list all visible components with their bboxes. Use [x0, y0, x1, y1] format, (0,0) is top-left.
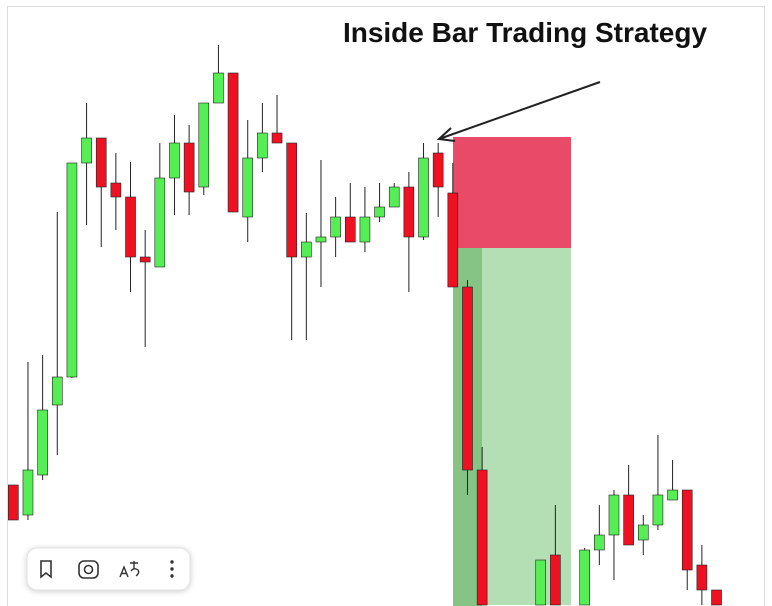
- candle-body: [227, 72, 239, 213]
- candle-body: [388, 186, 400, 208]
- candle-body: [359, 216, 371, 243]
- arrow: [436, 81, 601, 142]
- frame: [7, 6, 765, 606]
- candle-body: [66, 162, 78, 378]
- candle-body: [154, 177, 166, 268]
- candle-body: [81, 137, 92, 164]
- candle-body: [579, 549, 590, 606]
- candle-body: [51, 376, 63, 406]
- candles: [8, 45, 722, 606]
- candle-body: [637, 524, 649, 541]
- candle-body: [183, 142, 195, 193]
- candle-body: [8, 484, 19, 521]
- candle-body: [198, 102, 210, 188]
- candle-body: [271, 132, 283, 144]
- candle-body: [447, 192, 459, 288]
- candle-body: [95, 137, 107, 188]
- stop-loss-zone: [453, 137, 571, 248]
- candle-body: [711, 589, 722, 606]
- candle-body: [476, 469, 488, 606]
- candle-body: [652, 494, 664, 526]
- candle-body: [374, 206, 385, 218]
- candle-body: [37, 409, 48, 476]
- candle-body: [22, 469, 34, 516]
- candle-body: [169, 142, 180, 179]
- candle-body: [213, 72, 224, 104]
- candle-body: [696, 564, 708, 591]
- chart-title: Inside Bar Trading Strategy: [343, 17, 708, 48]
- candle-body: [330, 216, 341, 238]
- candle-body: [301, 241, 312, 258]
- candle-body: [315, 236, 327, 243]
- candle-body: [623, 494, 634, 546]
- candle-body: [286, 142, 297, 258]
- candle-body: [462, 286, 473, 471]
- candle-body: [550, 554, 561, 606]
- candle-body: [125, 196, 136, 258]
- candle-body: [667, 489, 678, 501]
- candle-body: [110, 182, 122, 198]
- bookmark-icon[interactable]: [40, 560, 52, 579]
- candle-body: [681, 489, 693, 571]
- candle-body: [257, 132, 268, 159]
- candle-body: [594, 534, 605, 551]
- toolbar: [26, 547, 191, 591]
- candle-body: [418, 157, 429, 238]
- candle-body: [344, 216, 356, 243]
- lens-icon[interactable]: [78, 560, 99, 579]
- candle-body: [432, 152, 444, 188]
- candle-body: [608, 494, 620, 536]
- candle-body: [139, 256, 151, 263]
- candle-body: [403, 186, 415, 238]
- more-icon[interactable]: [170, 560, 174, 578]
- candle-body: [535, 559, 547, 606]
- candle-body: [242, 157, 254, 218]
- translate-icon[interactable]: [119, 561, 140, 578]
